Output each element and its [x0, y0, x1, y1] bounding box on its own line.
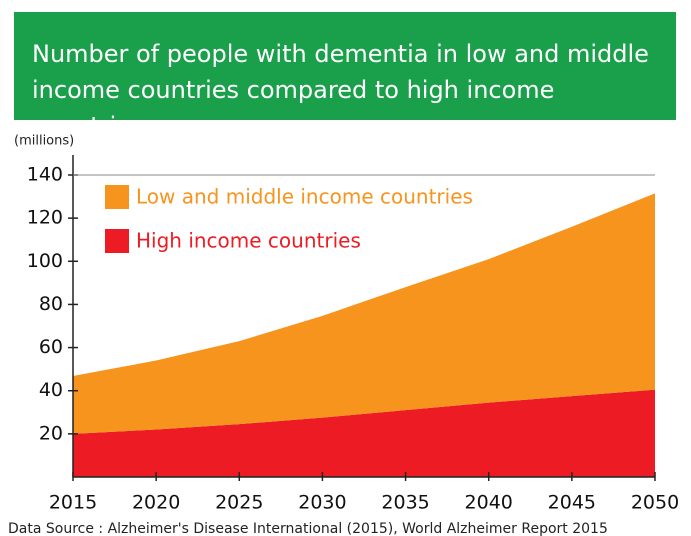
x-tick-label: 2015: [49, 492, 97, 514]
x-tick-label: 2035: [381, 492, 429, 514]
area: [73, 193, 655, 434]
x-tick-label: 2030: [298, 492, 346, 514]
x-tick-label: 2045: [548, 492, 596, 514]
legend-label: Low and middle income countries: [136, 185, 473, 209]
x-tick-label: 2050: [631, 492, 679, 514]
area: [73, 389, 655, 477]
x-tick-label: 2040: [465, 492, 513, 514]
y-tick-label: 140: [27, 164, 63, 186]
source: Data Source : Alzheimer's Disease Intern…: [8, 521, 608, 536]
x-tick-label: 2025: [215, 492, 263, 514]
y-tick-label: 40: [39, 379, 63, 401]
y-tick-label: 80: [39, 293, 63, 315]
legend-swatch: [105, 185, 129, 209]
y-axis-label: (millions): [14, 134, 74, 149]
y-tick-label: 120: [27, 207, 63, 229]
y-tick-label: 20: [39, 422, 63, 444]
chart-title: Number of people with dementia in low an…: [14, 12, 676, 140]
y-tick-label: 100: [27, 250, 63, 272]
x-tick-label: 2020: [132, 492, 180, 514]
legend-swatch: [105, 229, 129, 253]
legend-label: High income countries: [136, 229, 361, 253]
y-tick-label: 60: [39, 336, 63, 358]
